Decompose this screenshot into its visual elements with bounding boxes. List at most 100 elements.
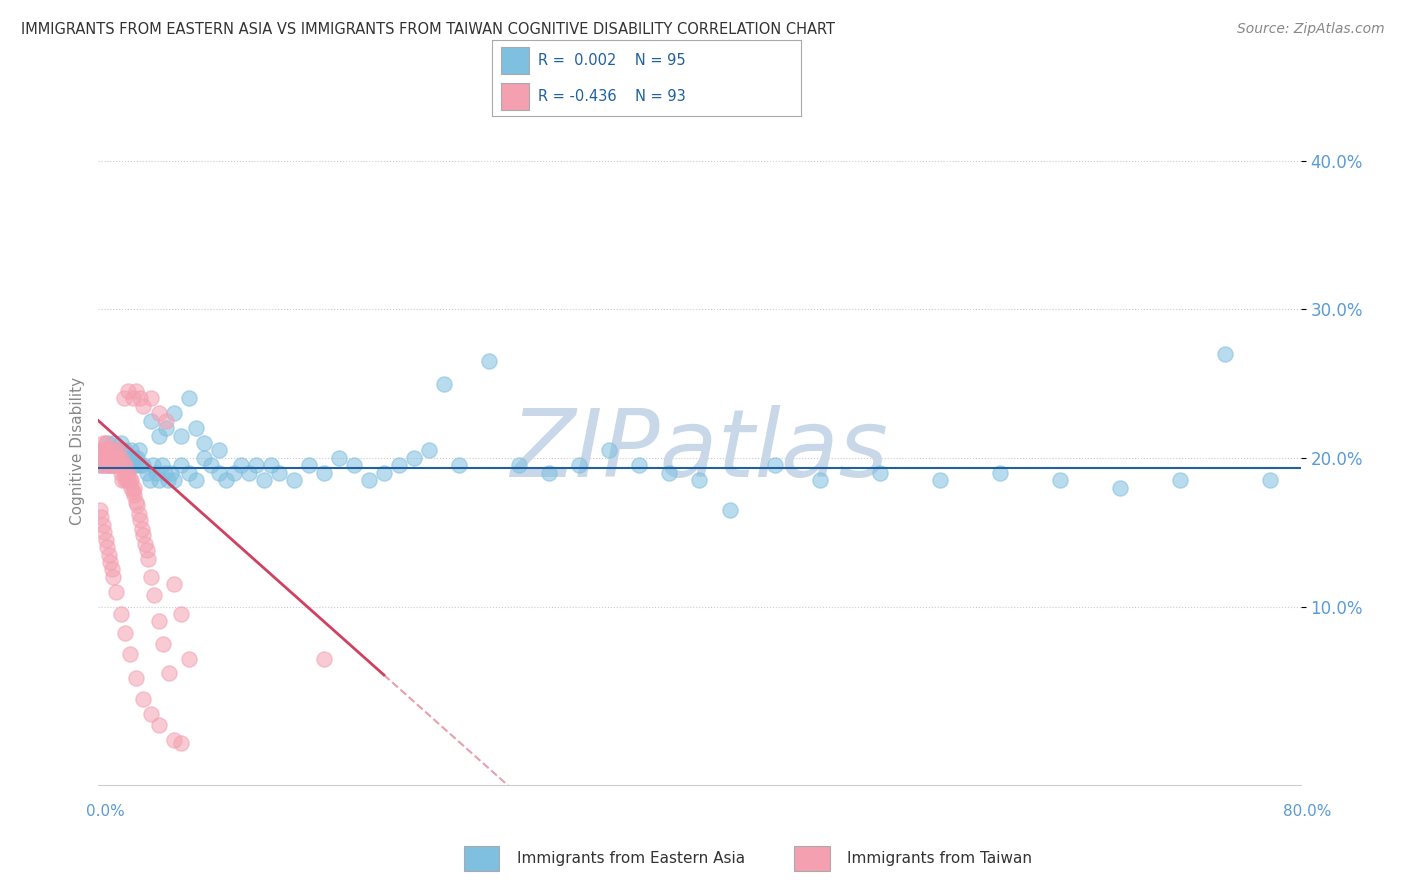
Point <box>94 533 117 547</box>
Point <box>267 466 290 480</box>
Point <box>105 458 128 473</box>
Point <box>110 450 132 465</box>
Point <box>155 414 177 428</box>
Point <box>112 458 135 473</box>
Point <box>157 666 180 681</box>
Point <box>763 458 786 473</box>
Point <box>114 626 136 640</box>
Point <box>97 548 120 562</box>
Point <box>155 421 177 435</box>
Point <box>101 450 124 465</box>
Point <box>121 481 143 495</box>
Point <box>121 473 143 487</box>
Bar <box>794 847 830 871</box>
Point <box>148 718 170 732</box>
Point <box>103 436 125 450</box>
Point <box>418 443 440 458</box>
Point <box>114 443 136 458</box>
Point <box>117 473 139 487</box>
Point <box>208 466 231 480</box>
Point <box>103 458 125 473</box>
Point <box>90 510 112 524</box>
Point <box>200 458 222 473</box>
Point <box>107 443 129 458</box>
Point <box>138 473 160 487</box>
Point <box>628 458 651 473</box>
Point <box>107 443 129 458</box>
Point <box>129 458 152 473</box>
Point <box>568 458 591 473</box>
Point <box>110 458 132 473</box>
Point <box>93 450 115 465</box>
Point <box>124 450 146 465</box>
Point <box>96 450 118 465</box>
Point <box>97 450 120 465</box>
Point <box>122 392 145 406</box>
Point <box>1049 473 1071 487</box>
Point <box>447 458 470 473</box>
Point <box>598 443 620 458</box>
Point <box>129 392 152 406</box>
Point <box>114 473 136 487</box>
Point <box>91 436 114 450</box>
Point <box>94 458 117 473</box>
FancyBboxPatch shape <box>502 83 529 110</box>
Point <box>96 436 118 450</box>
Point <box>162 406 184 420</box>
Point <box>107 458 129 473</box>
Point <box>153 466 176 480</box>
Point <box>93 525 115 540</box>
Point <box>215 473 238 487</box>
Point <box>177 466 200 480</box>
Point <box>162 473 184 487</box>
Point <box>100 443 122 458</box>
Point <box>148 473 170 487</box>
Text: Source: ZipAtlas.com: Source: ZipAtlas.com <box>1237 22 1385 37</box>
Point <box>718 503 741 517</box>
Point <box>222 466 245 480</box>
Point <box>114 458 136 473</box>
Text: ZIPatlas: ZIPatlas <box>510 405 889 496</box>
Point <box>89 503 111 517</box>
Point <box>139 706 162 721</box>
Point <box>402 450 425 465</box>
Point <box>103 570 125 584</box>
Point <box>91 458 114 473</box>
Point <box>1170 473 1192 487</box>
Point <box>688 473 710 487</box>
Point <box>111 458 134 473</box>
Point <box>90 450 112 465</box>
Point <box>93 443 115 458</box>
Point <box>1109 481 1132 495</box>
Point <box>90 458 112 473</box>
Point <box>388 458 411 473</box>
Point <box>139 392 162 406</box>
Point <box>91 517 114 532</box>
Point <box>260 458 283 473</box>
Point <box>97 458 120 473</box>
Point <box>988 466 1011 480</box>
Point <box>373 466 395 480</box>
Point <box>105 584 128 599</box>
Point <box>105 450 128 465</box>
Point <box>245 458 267 473</box>
Point <box>124 488 146 502</box>
Point <box>132 458 155 473</box>
Point <box>94 458 117 473</box>
Point <box>108 450 131 465</box>
Point <box>132 528 155 542</box>
Point <box>111 450 134 465</box>
Point <box>135 543 157 558</box>
Point <box>91 450 114 465</box>
Point <box>170 607 193 621</box>
Point <box>148 615 170 629</box>
Point <box>101 562 124 576</box>
Point <box>343 458 366 473</box>
Point <box>929 473 952 487</box>
Point <box>135 466 157 480</box>
Point <box>108 450 131 465</box>
Point <box>118 450 141 465</box>
Point <box>184 421 207 435</box>
Point <box>231 458 253 473</box>
Point <box>97 458 120 473</box>
